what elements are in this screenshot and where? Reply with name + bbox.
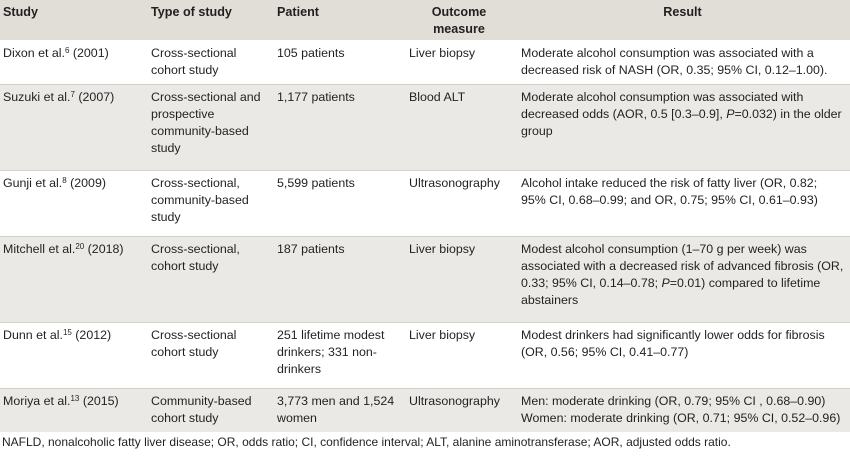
result-cell: Alcohol intake reduced the risk of fatty… — [521, 175, 818, 207]
patient-cell: 1,177 patients — [277, 89, 355, 104]
outcome-cell: Liver biopsy — [409, 45, 476, 60]
result-cell: Modest drinkers had significantly lower … — [521, 327, 825, 359]
header-patient: Patient — [271, 0, 403, 41]
header-outcome: Outcome measure — [403, 0, 515, 41]
type-cell: Cross-sectional and prospective communit… — [151, 89, 261, 155]
outcome-cell: Blood ALT — [409, 89, 466, 104]
result-cell: Moderate alcohol consumption was associa… — [521, 45, 828, 77]
patient-cell: 5,599 patients — [277, 175, 355, 190]
header-type: Type of study — [145, 0, 271, 41]
outcome-cell: Ultrasonography — [409, 175, 500, 190]
header-row: Study Type of study Patient Outcome meas… — [0, 0, 850, 41]
studies-table: Study Type of study Patient Outcome meas… — [0, 0, 850, 432]
table-row: Moriya et al.13 (2015) Community-based c… — [0, 388, 850, 432]
patient-cell: 105 patients — [277, 45, 345, 60]
result-cell: Modest alcohol consumption (1–70 g per w… — [521, 241, 844, 307]
study-cell: Dunn et al.15 (2012) — [3, 327, 112, 342]
patient-cell: 251 lifetime modest drinkers; 331 non-dr… — [277, 327, 385, 376]
outcome-cell: Liver biopsy — [409, 241, 476, 256]
table-row: Dunn et al.15 (2012) Cross-sectional coh… — [0, 322, 850, 388]
table-row: Gunji et al.8 (2009) Cross-sectional, co… — [0, 170, 850, 236]
patient-cell: 3,773 men and 1,524 women — [277, 393, 395, 425]
table-footnote: NAFLD, nonalcoholic fatty liver disease;… — [2, 435, 731, 449]
type-cell: Cross-sectional cohort study — [151, 327, 237, 359]
study-cell: Suzuki et al.7 (2007) — [3, 89, 115, 104]
study-cell: Moriya et al.13 (2015) — [3, 393, 119, 408]
type-cell: Cross-sectional, cohort study — [151, 241, 240, 273]
study-cell: Dixon et al.6 (2001) — [3, 45, 109, 60]
study-cell: Gunji et al.8 (2009) — [3, 175, 106, 190]
outcome-cell: Liver biopsy — [409, 327, 476, 342]
result-cell: Men: moderate drinking (OR, 0.79; 95% CI… — [521, 393, 841, 425]
table-row: Mitchell et al.20 (2018) Cross-sectional… — [0, 236, 850, 322]
header-result: Result — [515, 0, 850, 41]
header-study: Study — [0, 0, 145, 41]
table-row: Dixon et al.6 (2001) Cross-sectional coh… — [0, 40, 850, 84]
table-row: Suzuki et al.7 (2007) Cross-sectional an… — [0, 84, 850, 170]
outcome-cell: Ultrasonography — [409, 393, 500, 408]
type-cell: Community-based cohort study — [151, 393, 252, 425]
patient-cell: 187 patients — [277, 241, 345, 256]
result-cell: Moderate alcohol consumption was associa… — [521, 89, 842, 138]
type-cell: Cross-sectional, community-based study — [151, 175, 249, 224]
type-cell: Cross-sectional cohort study — [151, 45, 237, 77]
study-cell: Mitchell et al.20 (2018) — [3, 241, 124, 256]
